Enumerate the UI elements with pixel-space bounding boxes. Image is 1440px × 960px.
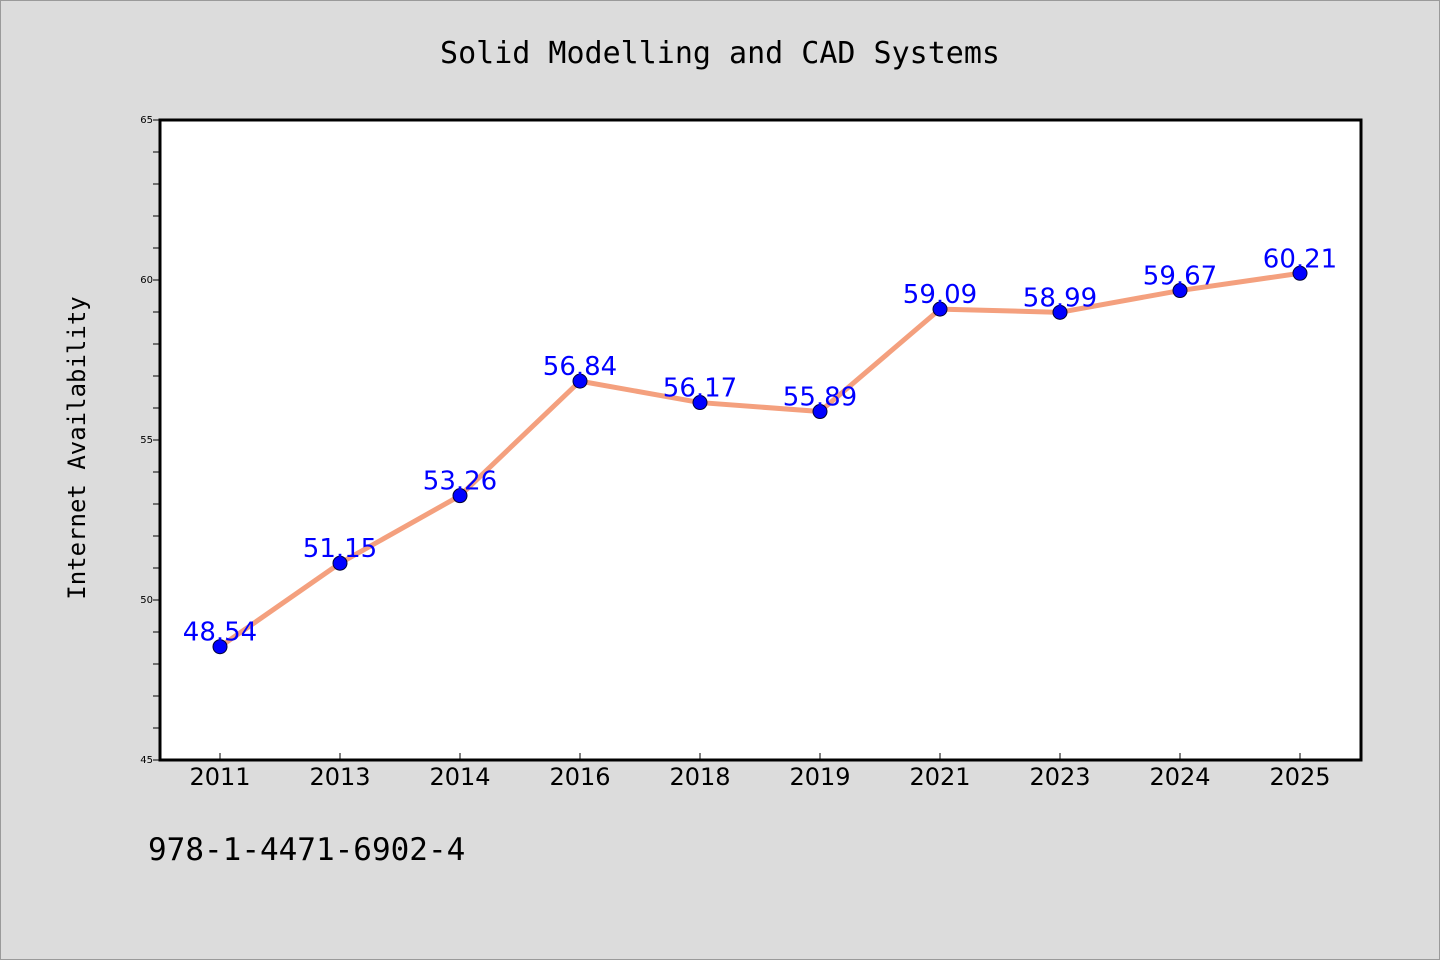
data-point [332,555,348,571]
y-tick-label: 45 [140,755,153,766]
y-tick-label: 65 [140,115,153,126]
data-point [452,488,468,504]
data-point [212,639,228,655]
isbn-footer: 978-1-4471-6902-4 [148,832,466,868]
data-point [692,395,708,411]
x-tick-label: 2011 [189,763,250,791]
y-axis: 45 50 55 60 65 [140,115,160,766]
x-tick-label: 2014 [429,763,490,791]
data-label: 59.09 [903,280,977,310]
x-axis: 2011 2013 2014 2016 2018 2019 2021 2023 2024 2025 [189,753,1331,791]
data-point [1052,304,1068,320]
data-label: 53.26 [423,467,497,497]
data-label: 55.89 [783,383,857,413]
data-labels: 48.54 51.15 53.26 56.84 56.17 55.89 59.09 58.99… [183,244,1337,647]
x-tick-label: 2013 [309,763,370,791]
series-group [212,265,1308,655]
chart-title: Solid Modelling and CAD Systems [440,36,1000,71]
x-tick-label: 2016 [549,763,610,791]
data-label: 60.21 [1263,244,1337,274]
data-point [572,373,588,389]
data-label: 59.67 [1143,262,1217,292]
x-tick-label: 2021 [909,763,970,791]
series-line [217,270,1303,650]
data-label: 56.84 [543,352,617,382]
data-label: 56.17 [663,374,737,404]
x-tick-label: 2018 [669,763,730,791]
data-label: 58.99 [1023,283,1097,313]
y-tick-label: 55 [140,435,153,446]
y-tick-label: 50 [140,595,153,606]
data-label: 51.15 [303,534,377,564]
y-tick-label: 60 [140,275,153,286]
x-tick-label: 2025 [1269,763,1330,791]
x-tick-label: 2019 [789,763,850,791]
x-tick-label: 2023 [1029,763,1090,791]
plot-area [158,118,1363,762]
data-label: 48.54 [183,618,257,648]
y-axis-label: Internet Availability [63,296,91,599]
data-point [1292,265,1308,281]
data-point [1172,283,1188,299]
x-tick-label: 2024 [1149,763,1210,791]
data-point [932,301,948,317]
data-point [812,404,828,420]
